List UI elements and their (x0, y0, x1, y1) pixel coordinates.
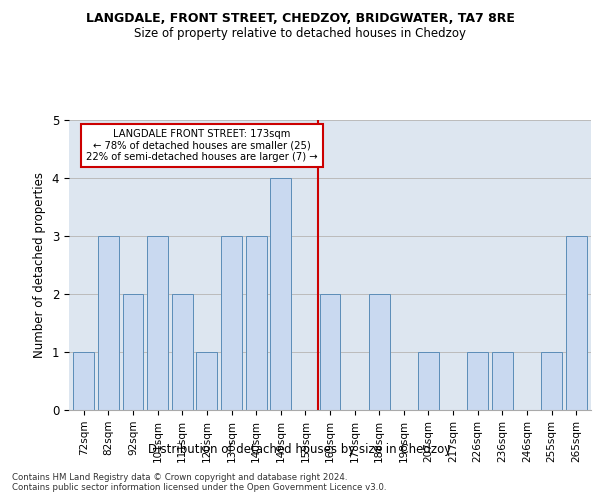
Text: Distribution of detached houses by size in Chedzoy: Distribution of detached houses by size … (148, 442, 452, 456)
Bar (221, 236, 242, 410)
Bar (147, 236, 168, 410)
Bar (369, 294, 390, 410)
Bar (73, 352, 94, 410)
Text: LANGDALE, FRONT STREET, CHEDZOY, BRIDGWATER, TA7 8RE: LANGDALE, FRONT STREET, CHEDZOY, BRIDGWA… (86, 12, 514, 26)
Bar (541, 352, 562, 410)
Text: Contains HM Land Registry data © Crown copyright and database right 2024.: Contains HM Land Registry data © Crown c… (12, 472, 347, 482)
Text: Contains public sector information licensed under the Open Government Licence v3: Contains public sector information licen… (12, 482, 386, 492)
Bar (467, 352, 488, 410)
Bar (122, 294, 143, 410)
Bar (172, 294, 193, 410)
Y-axis label: Number of detached properties: Number of detached properties (33, 172, 46, 358)
Bar (196, 352, 217, 410)
Text: Size of property relative to detached houses in Chedzoy: Size of property relative to detached ho… (134, 28, 466, 40)
Bar (320, 294, 340, 410)
Bar (270, 178, 291, 410)
Bar (98, 236, 119, 410)
Bar (418, 352, 439, 410)
Text: LANGDALE FRONT STREET: 173sqm
← 78% of detached houses are smaller (25)
22% of s: LANGDALE FRONT STREET: 173sqm ← 78% of d… (86, 128, 318, 162)
Bar (492, 352, 513, 410)
Bar (566, 236, 587, 410)
Bar (245, 236, 266, 410)
